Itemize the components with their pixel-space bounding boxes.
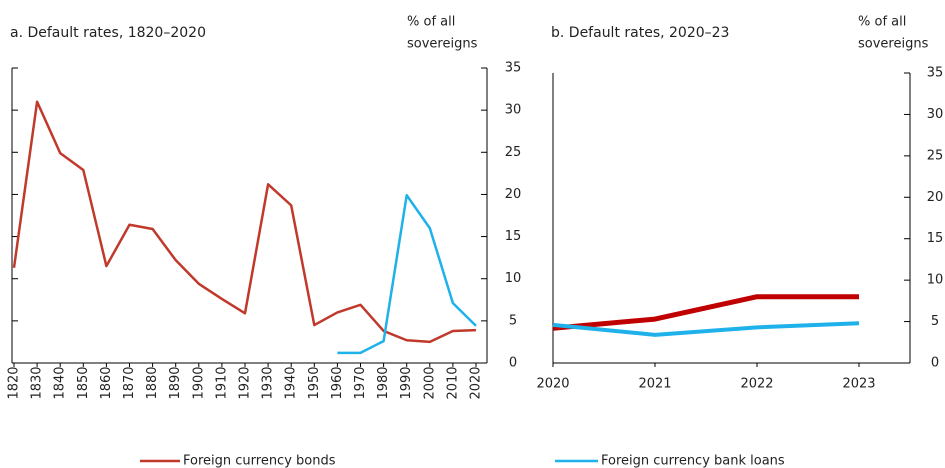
x-tick-label: 1960	[330, 366, 345, 399]
y-tick-label: 10	[505, 271, 522, 286]
x-tick-label: 1980	[376, 366, 391, 399]
x-tick-label: 1830	[30, 366, 45, 399]
x-tick-label: 1950	[307, 366, 322, 399]
y-tick-label: 35	[927, 66, 944, 81]
x-tick-label: 1860	[99, 366, 114, 399]
y-tick-label: 0	[931, 356, 939, 371]
x-tick-label: 2000	[422, 366, 437, 399]
y-tick-label: 5	[509, 313, 517, 328]
x-tick-label: 1970	[353, 366, 368, 399]
y-tick-label: 0	[509, 356, 517, 371]
x-tick-label: 1920	[238, 366, 253, 399]
x-tick-label: 1820	[7, 366, 22, 399]
y-axis-label: sovereigns	[407, 37, 478, 52]
y-axis-label: % of all	[407, 15, 455, 30]
y-axis-label: % of all	[858, 15, 906, 30]
series-line	[12, 100, 477, 344]
x-tick-label: 1850	[76, 366, 91, 399]
x-tick-label: 1910	[214, 366, 229, 399]
y-tick-label: 15	[927, 231, 944, 246]
series-line	[552, 294, 859, 331]
x-tick-label: 1890	[168, 366, 183, 399]
y-tick-label: 5	[931, 314, 939, 329]
x-tick-label: 2020	[469, 366, 484, 399]
x-tick-label: 1990	[399, 366, 414, 399]
y-tick-label: 35	[505, 61, 522, 76]
x-tick-label: 1880	[145, 366, 160, 399]
chart-title: a. Default rates, 1820–2020	[10, 25, 206, 41]
legend-label: Foreign currency bonds	[183, 454, 336, 468]
y-tick-label: 20	[505, 187, 522, 202]
y-tick-label: 30	[505, 103, 522, 118]
series-line	[552, 321, 860, 337]
y-tick-label: 25	[927, 148, 944, 163]
x-tick-label: 1900	[191, 366, 206, 399]
x-tick-label: 2010	[445, 366, 460, 399]
x-tick-label: 1840	[53, 366, 68, 399]
chart-title: b. Default rates, 2020–23	[551, 25, 729, 41]
legend-label: Foreign currency bank loans	[601, 454, 785, 468]
x-tick-label: 1930	[261, 366, 276, 399]
y-tick-label: 15	[505, 229, 522, 244]
x-tick-label: 1940	[284, 366, 299, 399]
x-tick-label: 2021	[638, 377, 671, 392]
y-tick-label: 25	[505, 145, 522, 160]
x-tick-label: 2023	[842, 377, 875, 392]
y-tick-label: 20	[927, 190, 944, 205]
y-tick-label: 10	[927, 273, 944, 288]
x-tick-label: 2020	[536, 377, 569, 392]
x-tick-label: 1870	[122, 366, 137, 399]
x-tick-label: 2022	[740, 377, 773, 392]
y-axis-label: sovereigns	[858, 37, 929, 52]
series-line	[337, 194, 477, 355]
y-tick-label: 30	[927, 107, 944, 122]
